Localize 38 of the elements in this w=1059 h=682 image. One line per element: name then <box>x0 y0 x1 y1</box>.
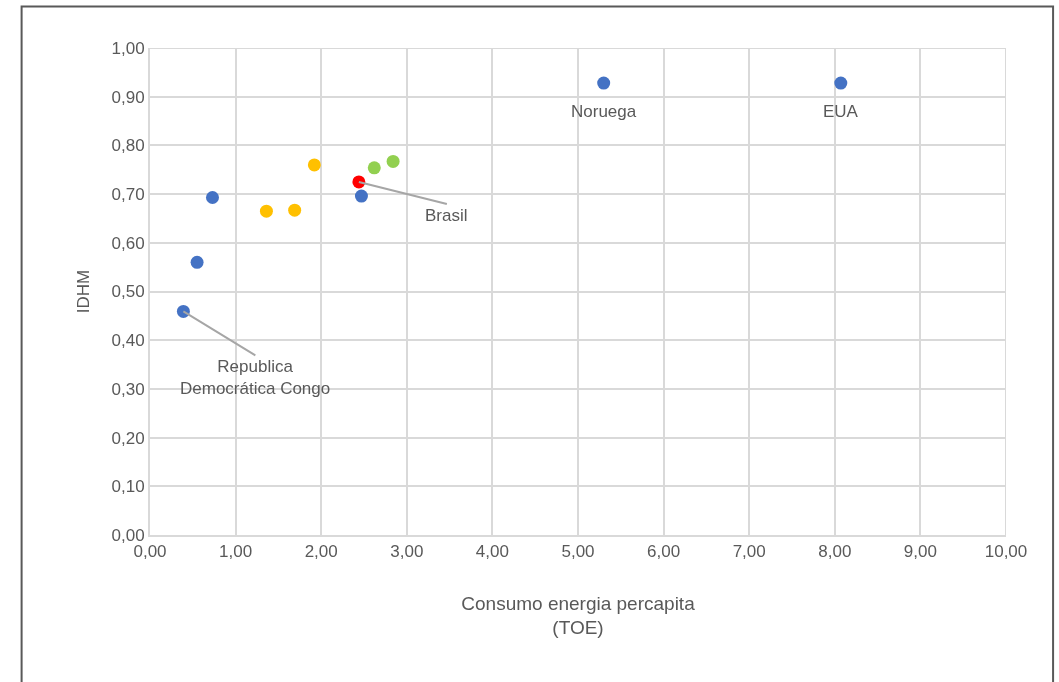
x-tick-label: 2,00 <box>304 542 338 562</box>
point <box>386 154 400 168</box>
x-tick-label: 10,00 <box>984 542 1028 562</box>
point <box>206 191 219 204</box>
point <box>288 203 302 217</box>
x-tick-label: 9,00 <box>903 542 937 562</box>
annotation: EUA <box>823 102 859 121</box>
y-tick-label: 0,50 <box>111 282 145 302</box>
x-tick-label: 1,00 <box>219 542 253 562</box>
x-tick-label: 5,00 <box>561 542 595 562</box>
y-tick-label: 0,20 <box>111 428 145 448</box>
annotation: Noruega <box>571 102 637 121</box>
point <box>367 161 381 175</box>
x-tick-label: 7,00 <box>732 542 766 562</box>
y-tick-label: 0,70 <box>111 185 145 205</box>
y-tick-label: 0,30 <box>111 379 145 399</box>
x-axis-title: Consumo energia percapita (TOE) <box>461 592 696 639</box>
x-tick-label: 8,00 <box>818 542 852 562</box>
point <box>597 76 611 90</box>
y-tick-label: 0,80 <box>111 136 145 156</box>
x-tick-label: 3,00 <box>390 542 424 562</box>
x-tick-label: 4,00 <box>475 542 509 562</box>
x-tick-label: 6,00 <box>647 542 681 562</box>
point <box>834 76 848 90</box>
point <box>190 255 204 269</box>
y-tick-label: 0,40 <box>111 331 145 351</box>
x-tick-label: 0,00 <box>133 542 167 562</box>
y-tick-label: 1,00 <box>111 38 145 58</box>
annotation: Brasil <box>425 206 468 225</box>
y-axis-title: IDHM <box>73 269 93 314</box>
y-tick-label: 0,60 <box>111 233 145 253</box>
y-tick-label: 0,10 <box>111 477 145 497</box>
y-tick-label: 0,00 <box>111 525 145 545</box>
point <box>354 189 368 203</box>
point <box>259 204 273 218</box>
annotation: Republica Democrática Congo <box>180 357 331 399</box>
y-tick-label: 0,90 <box>111 87 145 107</box>
point <box>307 158 321 172</box>
